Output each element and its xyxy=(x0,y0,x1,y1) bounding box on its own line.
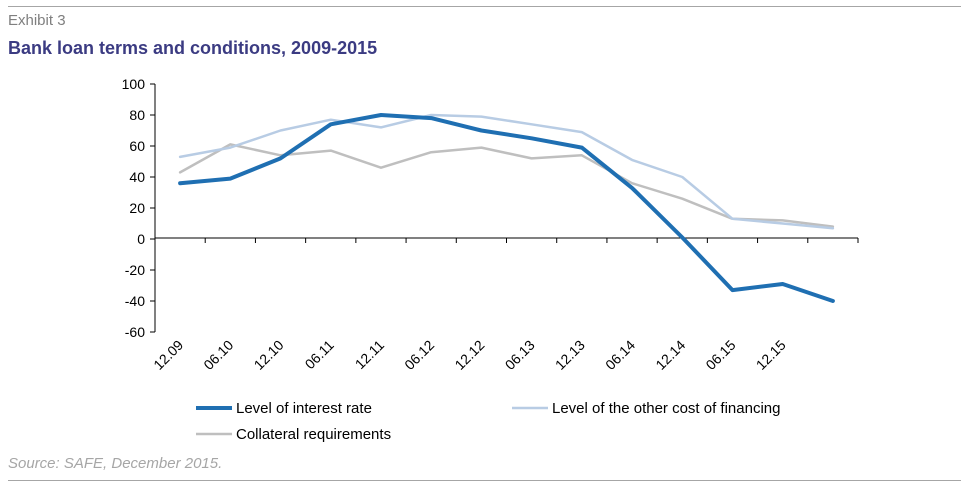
y-tick-label: -40 xyxy=(125,293,145,309)
x-tick-label: 12.10 xyxy=(251,337,287,373)
x-tick-label: 12.15 xyxy=(753,337,789,373)
series-line-level-of-the-other-cost-of-financing xyxy=(178,113,835,230)
bottom-rule xyxy=(8,480,961,481)
y-tick-label: 0 xyxy=(137,231,145,247)
y-axis: 100 80 60 40 20 0 -20 -40 -60 xyxy=(122,76,156,340)
exhibit-label: Exhibit 3 xyxy=(8,12,66,29)
y-tick-label: 20 xyxy=(129,200,145,216)
y-tick-label: 40 xyxy=(129,169,145,185)
x-tick-label: 06.12 xyxy=(401,337,437,373)
legend-label: Level of interest rate xyxy=(236,400,372,417)
chart-title: Bank loan terms and conditions, 2009-201… xyxy=(8,38,378,58)
y-tick-label: -60 xyxy=(125,324,145,340)
legend: Level of interest rate Level of the other… xyxy=(196,400,780,443)
x-tick-label: 06.10 xyxy=(200,337,236,373)
series-layer xyxy=(178,113,835,303)
x-tick-label: 12.12 xyxy=(451,337,487,373)
x-tick-label: 06.14 xyxy=(602,337,638,373)
x-tick-label: 12.09 xyxy=(150,337,186,373)
y-tick-label: -20 xyxy=(125,262,145,278)
y-tick-label: 80 xyxy=(129,107,145,123)
x-tick-label: 12.11 xyxy=(352,337,388,373)
legend-label: Level of the other cost of financing xyxy=(552,400,780,417)
x-axis: 12.09 06.10 12.10 06.11 12.11 06.12 12.12 06.13… xyxy=(150,237,859,373)
x-tick-label: 12.14 xyxy=(652,337,688,373)
series-line-collateral-requirements xyxy=(178,143,835,228)
y-tick-label: 100 xyxy=(122,76,146,92)
x-tick-label: 06.13 xyxy=(502,337,538,373)
top-rule xyxy=(8,6,961,7)
x-tick-label: 06.11 xyxy=(302,337,338,373)
x-tick-label: 12.13 xyxy=(552,337,588,373)
legend-label: Collateral requirements xyxy=(236,426,391,443)
series-line-level-of-interest-rate xyxy=(178,113,835,303)
y-tick-label: 60 xyxy=(129,138,145,154)
x-tick-label: 06.15 xyxy=(702,337,738,373)
source-note: Source: SAFE, December 2015. xyxy=(8,455,223,472)
